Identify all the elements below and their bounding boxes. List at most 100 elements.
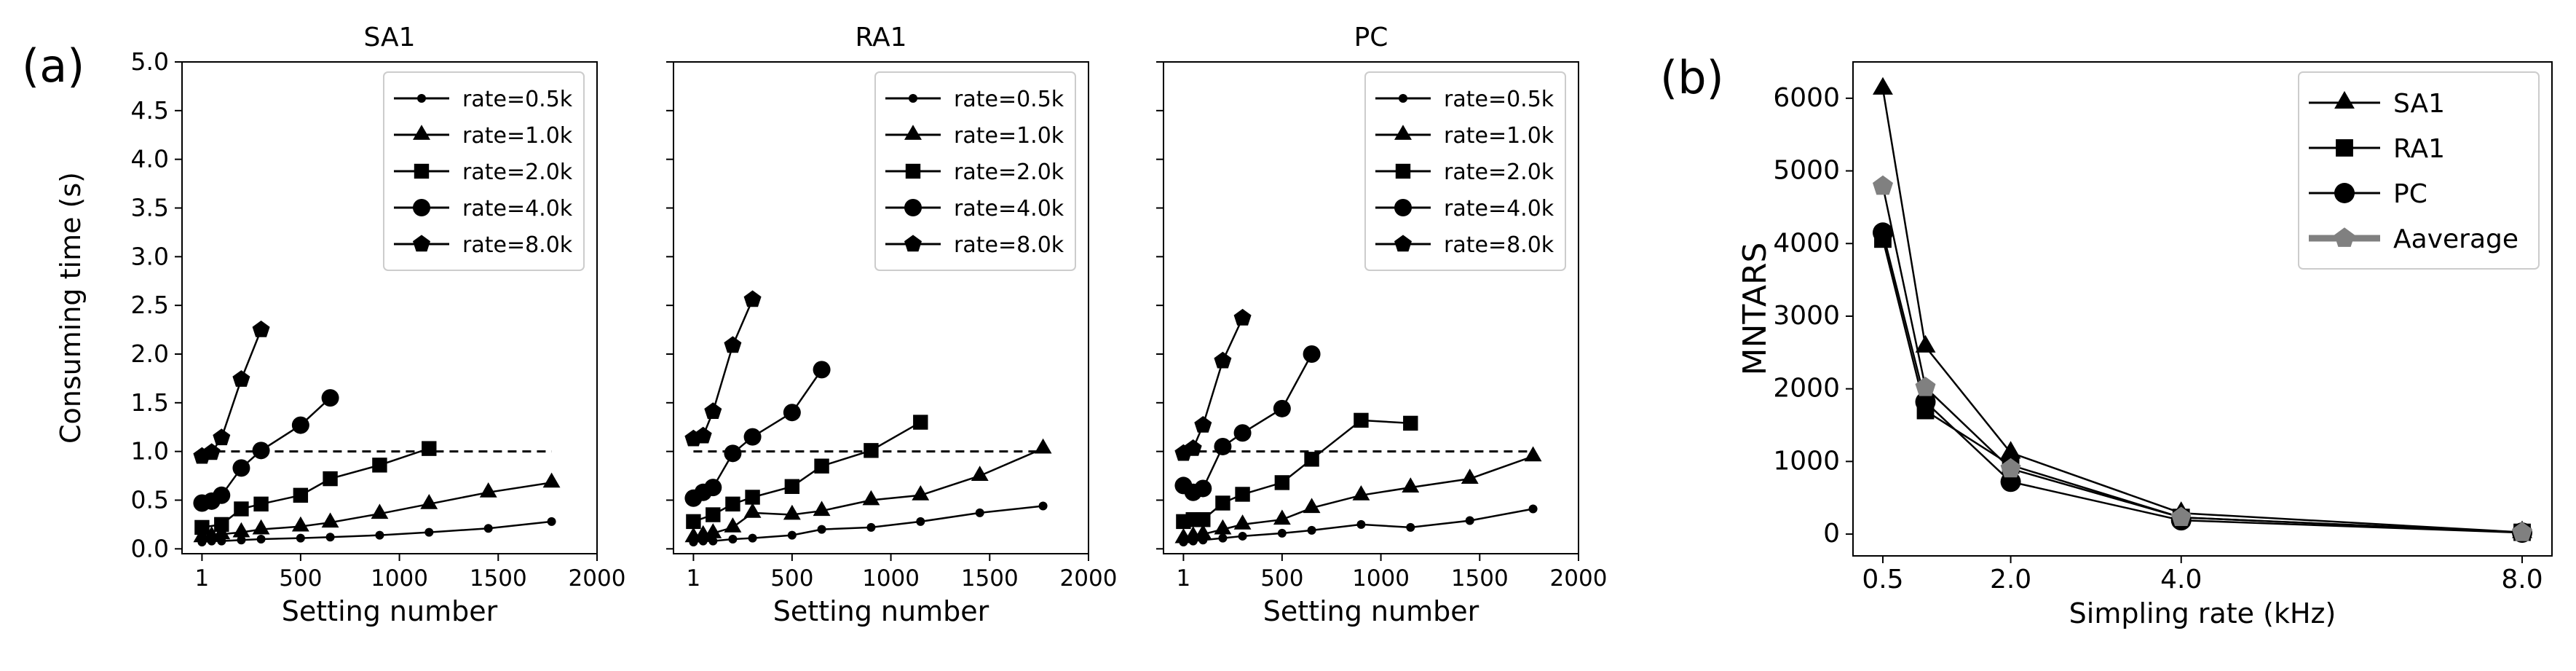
legend-marker bbox=[2334, 227, 2355, 247]
x-tick-label: 4.0 bbox=[2160, 565, 2202, 595]
series-line-ra1 bbox=[1881, 238, 2523, 533]
y-tick-label: 3.0 bbox=[131, 242, 169, 270]
legend-item-rate-0-5k: rate=0.5k bbox=[885, 87, 1064, 112]
legend-item-aaverage: Aaverage bbox=[2309, 224, 2518, 254]
legend-marker bbox=[2334, 183, 2355, 203]
series-rate-2-0k bbox=[194, 441, 437, 535]
panel-label-b: (b) bbox=[1660, 51, 1724, 104]
legend-item-sa1: SA1 bbox=[2309, 89, 2445, 119]
data-point bbox=[706, 507, 721, 522]
legend-box bbox=[383, 71, 585, 271]
legend: rate=0.5k rate=1.0k rate=2.0k rate=4.0k rate… bbox=[874, 71, 1076, 271]
series-pc bbox=[1872, 222, 2533, 544]
data-point bbox=[866, 522, 876, 532]
legend-marker bbox=[909, 94, 917, 103]
data-point bbox=[2000, 441, 2021, 459]
series-rate-4-0k bbox=[1174, 345, 1321, 501]
data-point bbox=[321, 512, 339, 528]
y-tick-label: 4.5 bbox=[131, 96, 169, 125]
series-line-rate-8-0k bbox=[693, 299, 754, 440]
data-point bbox=[1038, 501, 1048, 511]
data-point bbox=[1307, 525, 1316, 535]
y-tick-label: 0.0 bbox=[131, 534, 169, 562]
legend-label: rate=1.0k bbox=[1444, 123, 1554, 149]
data-point bbox=[1233, 424, 1252, 442]
data-point bbox=[291, 516, 309, 532]
data-point bbox=[2170, 506, 2192, 526]
data-point bbox=[1218, 533, 1228, 543]
y-tick-label: 5.0 bbox=[131, 47, 169, 76]
data-point bbox=[1215, 495, 1230, 511]
legend: rate=0.5k rate=1.0k rate=2.0k rate=4.0k rate… bbox=[1364, 71, 1566, 271]
y-tick-label: 2.0 bbox=[131, 340, 169, 368]
data-point bbox=[783, 404, 801, 422]
data-point bbox=[783, 504, 801, 520]
data-point bbox=[913, 415, 928, 430]
legend-label: rate=4.0k bbox=[954, 196, 1064, 221]
legend-marker bbox=[1395, 163, 1411, 179]
legend-marker bbox=[904, 235, 922, 252]
legend-label: rate=8.0k bbox=[462, 232, 573, 258]
data-point bbox=[787, 530, 797, 540]
series-ra1 bbox=[1874, 230, 2531, 541]
data-point bbox=[1233, 514, 1252, 530]
legend-marker bbox=[1399, 94, 1407, 103]
data-point bbox=[743, 503, 762, 518]
legend-label: Aaverage bbox=[2393, 224, 2518, 254]
legend-label: SA1 bbox=[2393, 89, 2445, 119]
data-point bbox=[916, 517, 925, 526]
legend-item-rate-1-0k: rate=1.0k bbox=[1375, 123, 1554, 149]
x-tick-label: 500 bbox=[770, 565, 813, 592]
y-tick-label: 6000 bbox=[1773, 83, 1840, 113]
legend-item-rate-1-0k: rate=1.0k bbox=[885, 123, 1064, 149]
data-point bbox=[817, 525, 826, 534]
data-point bbox=[256, 534, 266, 544]
legend-label: PC bbox=[2393, 179, 2427, 209]
data-point bbox=[724, 444, 742, 463]
x-tick-label: 2000 bbox=[1060, 565, 1118, 592]
x-tick-label: 1000 bbox=[862, 565, 920, 592]
series-line-rate-8-0k bbox=[201, 329, 262, 458]
data-point bbox=[1303, 498, 1321, 514]
legend-label: RA1 bbox=[2393, 134, 2445, 164]
legend-marker bbox=[905, 163, 921, 179]
series-line-rate-8-0k bbox=[1182, 317, 1244, 455]
legend-label: rate=1.0k bbox=[462, 123, 573, 149]
data-point bbox=[1356, 519, 1366, 529]
legend-marker bbox=[413, 125, 430, 140]
data-point bbox=[1184, 439, 1202, 456]
legend-marker bbox=[414, 163, 430, 179]
data-point bbox=[325, 533, 335, 542]
data-point bbox=[483, 524, 493, 533]
series-rate-1-0k bbox=[193, 472, 561, 543]
data-point bbox=[1303, 345, 1321, 363]
data-point bbox=[1354, 412, 1369, 428]
data-point bbox=[213, 486, 231, 504]
legend-item-rate-2-0k: rate=2.0k bbox=[1375, 160, 1554, 185]
data-point bbox=[253, 496, 269, 512]
y-tick-label: 1.0 bbox=[131, 437, 169, 466]
series-rate-4-0k bbox=[193, 389, 339, 512]
x-tick-label: 1000 bbox=[1352, 565, 1410, 592]
legend-item-ra1: RA1 bbox=[2309, 134, 2445, 164]
data-point bbox=[1273, 509, 1291, 525]
x-tick-label: 8.0 bbox=[2501, 565, 2543, 595]
data-point bbox=[1194, 524, 1212, 540]
data-point bbox=[420, 494, 438, 509]
legend-marker bbox=[904, 199, 922, 216]
data-point bbox=[975, 508, 984, 517]
data-point bbox=[1034, 438, 1052, 454]
data-point bbox=[372, 458, 387, 473]
legend-label: rate=0.5k bbox=[462, 87, 573, 112]
legend-item-rate-4-0k: rate=4.0k bbox=[1375, 196, 1554, 221]
legend-label: rate=8.0k bbox=[1444, 232, 1554, 258]
data-point bbox=[1873, 175, 1893, 195]
x-tick-label: 1 bbox=[1177, 565, 1191, 592]
data-point bbox=[784, 479, 800, 494]
x-tick-label: 1500 bbox=[1451, 565, 1509, 592]
data-point bbox=[745, 490, 760, 505]
data-point bbox=[252, 321, 270, 337]
legend-label: rate=0.5k bbox=[954, 87, 1064, 112]
chart-panel-mntars: 0.5 2.0 4.0 8.0 0 1000 2000 3000 4000 5000 6000 Sim… bbox=[1737, 61, 2553, 629]
